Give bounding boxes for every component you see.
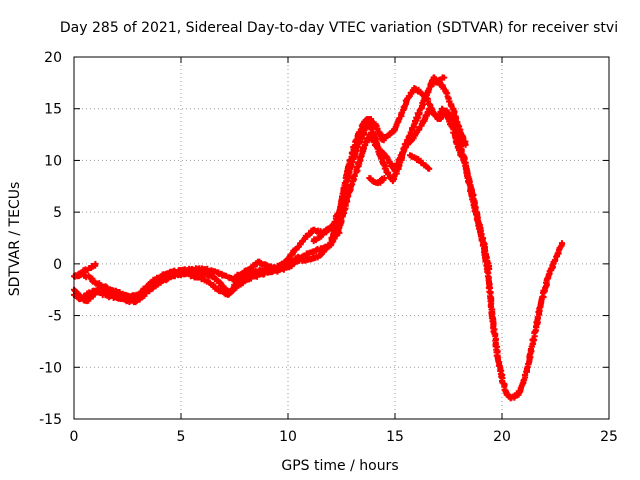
- y-axis-label: SDTVAR / TECUs: [7, 182, 23, 297]
- x-tick-label: 10: [279, 429, 297, 445]
- y-tick-label: 0: [53, 257, 62, 273]
- y-tick-label: -15: [39, 412, 62, 428]
- y-tick-label: -10: [39, 360, 62, 376]
- x-tick-label: 25: [600, 429, 618, 445]
- y-tick-label: 10: [44, 153, 62, 169]
- chart: 0 5 10 15 20 25 -15 -10 -5 0 5 10 15 20 Day 285 of 20…: [0, 0, 640, 480]
- x-tick-label: 5: [177, 429, 186, 445]
- y-tick-label: 5: [53, 205, 62, 221]
- x-tick-label: 15: [386, 429, 404, 445]
- y-tick-label: -5: [48, 309, 62, 325]
- x-axis-label: GPS time / hours: [281, 458, 398, 474]
- y-tick-label: 15: [44, 102, 62, 118]
- chart-title: Day 285 of 2021, Sidereal Day-to-day VTE…: [60, 20, 618, 36]
- y-tick-label: 20: [44, 50, 62, 66]
- x-tick-label: 0: [70, 429, 79, 445]
- x-tick-label: 20: [493, 429, 511, 445]
